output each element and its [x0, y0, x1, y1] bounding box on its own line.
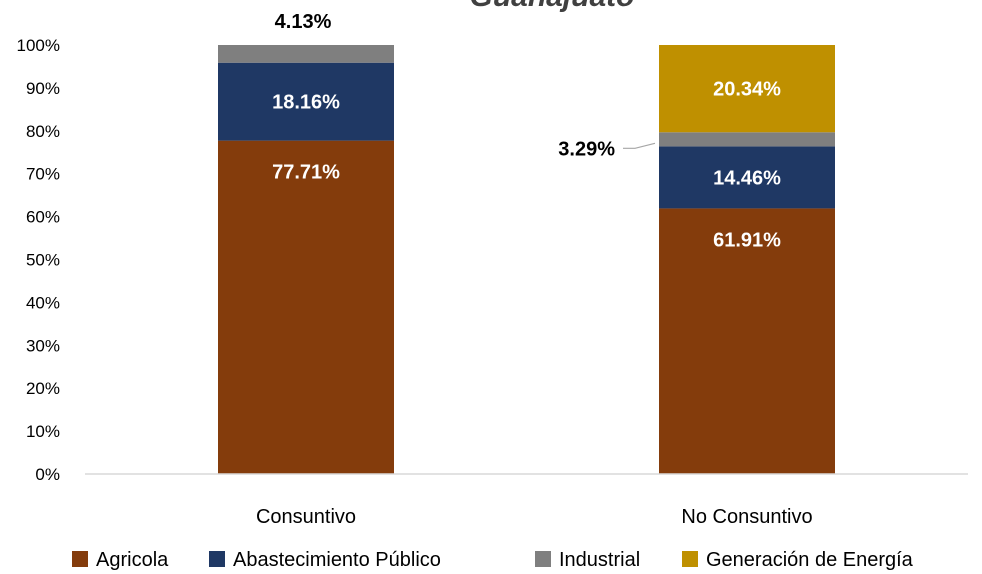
- bar-segment: [659, 45, 835, 133]
- y-tick-label: 10%: [26, 422, 60, 441]
- legend-item: Industrial: [535, 549, 640, 571]
- data-label: 18.16%: [272, 92, 340, 114]
- legend-item: Abastecimiento Público: [209, 549, 441, 571]
- x-category-label: Consuntivo: [256, 506, 356, 528]
- data-label: 61.91%: [713, 229, 781, 251]
- y-tick-label: 30%: [26, 336, 60, 355]
- data-label: 20.34%: [713, 79, 781, 101]
- legend-swatch: [72, 551, 88, 567]
- x-category-label: No Consuntivo: [681, 506, 812, 528]
- legend-label: Generación de Energía: [706, 549, 914, 571]
- legend-label: Abastecimiento Público: [233, 549, 441, 571]
- y-tick-label: 100%: [17, 36, 60, 55]
- y-tick-label: 70%: [26, 165, 60, 184]
- chart-title: Guanajuato: [469, 0, 634, 13]
- y-tick-label: 80%: [26, 122, 60, 141]
- bar-segment: [218, 140, 394, 475]
- data-label: 77.71%: [272, 162, 340, 184]
- y-tick-label: 0%: [35, 465, 60, 484]
- bar-segment: [659, 208, 835, 474]
- y-tick-label: 40%: [26, 293, 60, 312]
- legend-swatch: [682, 551, 698, 567]
- legend-item: Generación de Energía: [682, 549, 914, 571]
- y-tick-label: 60%: [26, 208, 60, 227]
- data-label: 4.13%: [275, 11, 332, 33]
- bar-segment: [218, 62, 394, 141]
- bar-segment: [659, 146, 835, 209]
- bar-segment: [659, 132, 835, 147]
- y-tick-label: 50%: [26, 251, 60, 270]
- y-tick-label: 90%: [26, 79, 60, 98]
- y-tick-label: 20%: [26, 379, 60, 398]
- legend-swatch: [209, 551, 225, 567]
- legend-swatch: [535, 551, 551, 567]
- legend-item: Agricola: [72, 549, 169, 571]
- data-label: 3.29%: [558, 138, 615, 160]
- bar-segment: [218, 45, 394, 63]
- leader-line: [623, 142, 656, 149]
- legend-label: Industrial: [559, 549, 640, 571]
- legend-label: Agricola: [96, 549, 169, 571]
- data-label: 14.46%: [713, 167, 781, 189]
